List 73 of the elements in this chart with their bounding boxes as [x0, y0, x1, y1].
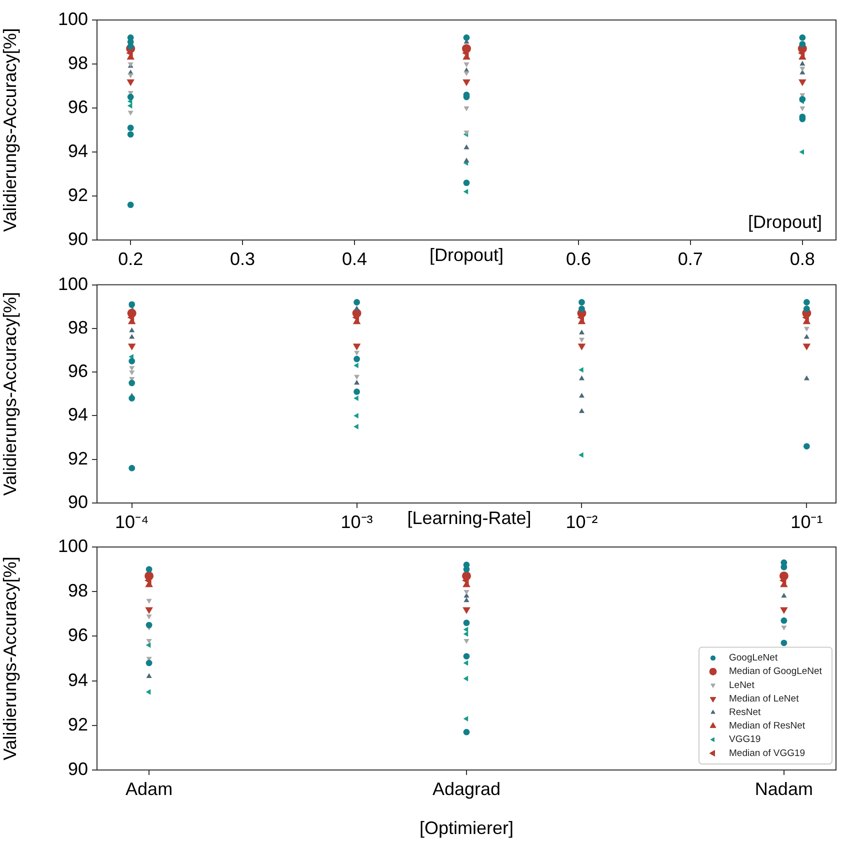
y-tick-label: 100 — [58, 274, 88, 294]
y-tick-label: 92 — [68, 184, 88, 205]
legend-label: Median of VGG19 — [729, 748, 806, 759]
x-tick-label: 0.8 — [790, 248, 815, 269]
point — [799, 41, 806, 48]
point — [799, 96, 806, 102]
point — [128, 110, 134, 116]
legend-label: ResNet — [729, 707, 762, 718]
x-axis-title: [Dropout] — [429, 244, 504, 265]
point — [464, 62, 470, 68]
legend-label: GoogLeNet — [729, 652, 778, 664]
point — [799, 34, 806, 41]
y-tick-label: 90 — [68, 228, 88, 249]
point — [463, 34, 470, 41]
y-tick-label: 96 — [68, 96, 88, 117]
y-tick-label: 92 — [68, 448, 88, 468]
point — [128, 73, 134, 78]
point — [463, 180, 470, 186]
x-tick-label: Nadam — [754, 778, 813, 799]
x-axis-title: [Optimierer] — [419, 818, 514, 838]
point — [464, 144, 470, 150]
y-tick-label: 98 — [68, 52, 88, 73]
point — [462, 44, 471, 54]
point — [800, 60, 806, 66]
point — [800, 66, 806, 72]
x-axis-title: [Learning-Rate] — [407, 508, 532, 528]
point — [127, 43, 134, 50]
point — [464, 158, 470, 162]
legend-label: Median of ResNet — [729, 720, 806, 732]
y-tick-label: 92 — [68, 714, 88, 734]
x-tick-label: Adam — [126, 778, 173, 799]
annotation: [Dropout] — [748, 212, 822, 232]
point — [127, 94, 134, 100]
point — [462, 79, 470, 86]
x-tick-label: Adagrad — [432, 778, 501, 799]
x-tick-label: 10⁻³ — [340, 512, 373, 532]
x-tick-label: 0.2 — [118, 248, 144, 269]
y-tick-label: 94 — [68, 670, 88, 690]
y-tick-label: 90 — [68, 492, 88, 512]
x-tick-label: 10⁻¹ — [790, 512, 823, 532]
point — [464, 71, 470, 76]
point — [127, 202, 134, 208]
y-tick-label: 98 — [68, 580, 88, 601]
y-tick-label: 96 — [68, 625, 88, 646]
point — [127, 131, 134, 138]
x-tick-label: 10⁻⁴ — [114, 512, 149, 532]
legend-label: Median of LeNet — [729, 693, 800, 704]
legend-label: Median of GoogLeNet — [729, 666, 822, 678]
legend-label: VGG19 — [729, 734, 761, 746]
point — [799, 149, 804, 155]
x-tick-label: 0.4 — [342, 248, 368, 269]
y-axis-title: Validierungs-Accuracy[%] — [0, 556, 20, 760]
y-tick-label: 100 — [58, 536, 88, 556]
y-tick-label: 94 — [68, 140, 88, 161]
point — [798, 79, 806, 86]
x-tick-label: 0.7 — [678, 248, 703, 269]
point — [126, 79, 134, 86]
y-tick-label: 94 — [68, 404, 88, 425]
point — [463, 188, 468, 194]
y-tick-label: 96 — [68, 361, 88, 382]
point — [127, 124, 134, 131]
y-tick-label: 100 — [58, 8, 88, 29]
x-tick-label: 10⁻² — [566, 512, 598, 532]
y-axis-title: Validierungs-Accuracy[%] — [0, 28, 20, 232]
y-tick-label: 98 — [68, 317, 88, 338]
y-axis-title: Validierungs-Accuracy[%] — [0, 292, 20, 496]
x-tick-label: 0.3 — [230, 248, 256, 269]
point — [127, 103, 132, 109]
x-tick-label: 0.6 — [566, 248, 591, 269]
legend-label: LeNet — [729, 680, 755, 691]
y-tick-label: 90 — [68, 758, 88, 779]
point — [464, 106, 470, 112]
point — [800, 106, 806, 112]
